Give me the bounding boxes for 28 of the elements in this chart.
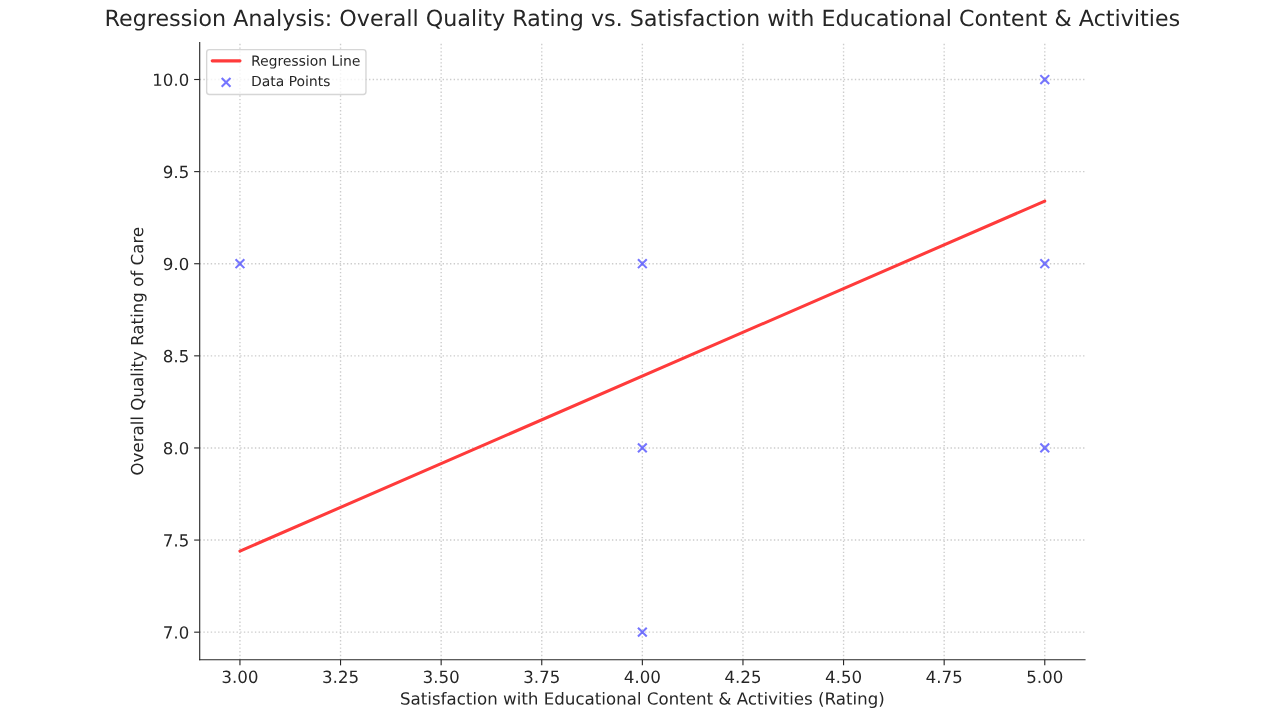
x-axis-title: Satisfaction with Educational Content & Activities (Rating) [401,691,884,709]
y-tick-label: 7.5 [164,534,188,547]
y-tick-label: 8.0 [163,441,189,455]
x-tick-label: 4.50 [825,670,862,684]
x-tick-label: 3.75 [524,670,559,684]
x-tick-label: 4.75 [926,670,962,684]
chart-title: Regression Analysis: Overall Quality Rating vs. Satisfaction with Educational Content & Activities [106,9,1180,31]
x-tick-label: 4.00 [624,670,660,684]
legend-label: Regression Line [252,55,360,69]
x-tick-label: 5.00 [1027,670,1063,684]
y-tick-label: 9.0 [163,257,189,271]
y-tick-label: 8.5 [163,349,188,363]
x-tick-label: 3.50 [423,670,459,684]
point [1039,258,1051,270]
y-tick-label: 7.0 [164,626,189,639]
y-tick-label: 10.0 [154,73,189,87]
point [636,442,648,454]
x-tick-label: 3.25 [323,670,358,684]
x-tick-label: 3.00 [222,670,258,684]
y-axis-title: Overall Quality Rating of Care [130,227,147,475]
point [636,258,648,270]
legend-label: Data Points [252,75,330,87]
point [234,258,246,270]
x-tick-label: 4.25 [725,670,761,684]
y-tick-label: 9.5 [163,165,188,179]
point [636,626,648,638]
point [1039,74,1051,85]
point [1039,442,1051,454]
